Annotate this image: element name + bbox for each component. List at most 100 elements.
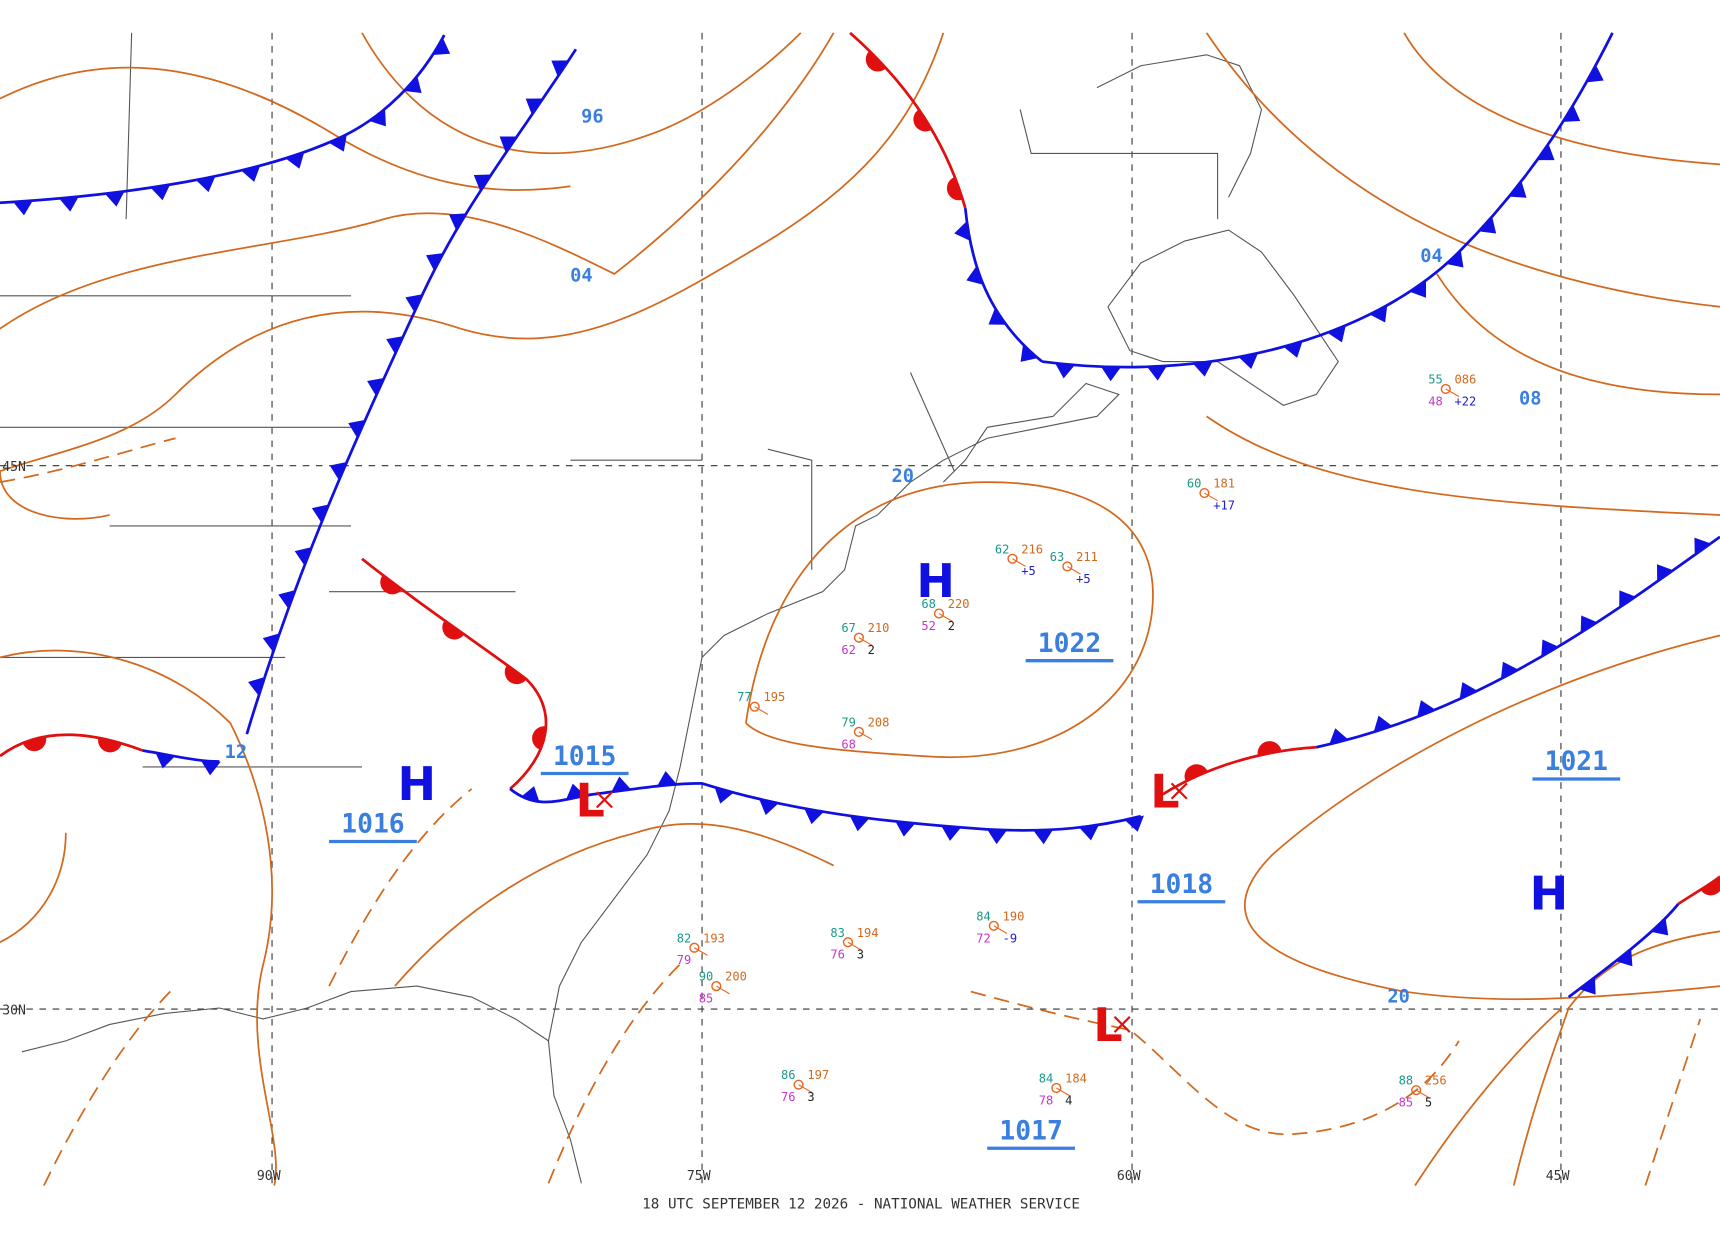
front-pip (150, 184, 171, 201)
station-circle (1051, 1082, 1062, 1094)
front-pip (442, 620, 465, 640)
front-pip (1509, 181, 1527, 198)
station-plot: 86 197 76 3 (781, 1068, 829, 1104)
front-pip (565, 783, 586, 800)
cold-front (701, 782, 1142, 832)
trough (328, 788, 473, 987)
coastline (547, 657, 703, 1184)
isobar (361, 32, 802, 154)
front-pip (13, 200, 33, 216)
cold-front (1567, 903, 1680, 999)
front-pip (504, 664, 527, 685)
front-pip (946, 176, 963, 201)
front-pip (987, 829, 1007, 845)
front-pip (380, 575, 402, 595)
front-pip (1459, 682, 1478, 700)
station-temp: 90 (699, 970, 714, 984)
station-dew: 48 (1428, 394, 1443, 408)
isobar-label: 08 (1519, 388, 1541, 409)
isobar (394, 823, 835, 987)
station-circle (842, 937, 854, 948)
station-tendency: 3 (807, 1090, 814, 1104)
station-pressure: 193 (703, 931, 725, 945)
station-circle (853, 632, 865, 643)
wind-barb (798, 1084, 813, 1093)
station-tendency: +5 (1076, 572, 1091, 586)
wind-barb (694, 947, 708, 956)
front-pip (196, 176, 216, 193)
station-dew: 85 (1399, 1096, 1414, 1110)
station-circle (1062, 561, 1073, 572)
trough (970, 990, 1460, 1136)
coastline (21, 985, 549, 1053)
station-pressure: 208 (868, 715, 890, 729)
front-pip (865, 50, 887, 72)
isobar-label: 20 (892, 466, 914, 487)
footer: 18 UTC SEPTEMBER 12 2026 - NATIONAL WEAT… (642, 1197, 1080, 1213)
isobar (0, 832, 67, 944)
coastline (1107, 229, 1339, 406)
low-cross (1170, 782, 1188, 800)
center-pressure: 1015 (553, 742, 616, 772)
wind-barb (938, 613, 953, 622)
front-pip (1537, 143, 1555, 161)
station-temp: 60 (1187, 477, 1202, 491)
front-pip (1238, 353, 1259, 370)
station-circle (793, 1079, 804, 1090)
grid-label: 90W (257, 1169, 281, 1184)
isobar (0, 32, 945, 472)
front-pip (1329, 728, 1349, 745)
front-pip (941, 825, 961, 841)
isobar-label: 20 (1387, 987, 1409, 1008)
station-pressure: 220 (948, 597, 970, 611)
front-pip (262, 633, 280, 653)
front-pip (155, 752, 175, 769)
front-pip (1373, 715, 1393, 733)
cold-front (963, 208, 1043, 363)
station-plot: 62 216 +5 (995, 542, 1043, 578)
isobar (1206, 415, 1720, 516)
front-pip (532, 726, 548, 751)
front-pip (1079, 824, 1099, 841)
front-pip (966, 266, 984, 285)
front-pip (432, 37, 451, 55)
station-pressure: 211 (1076, 550, 1098, 564)
station-pressure: 200 (725, 970, 747, 984)
front-pip (849, 815, 870, 832)
center-symbol: L (575, 773, 604, 827)
station-temp: 84 (976, 909, 991, 923)
grid-label: 30N (2, 1004, 26, 1019)
front-pip (1033, 829, 1054, 845)
station-pressure: 210 (868, 621, 890, 635)
warm-front (0, 733, 144, 758)
front-pip (294, 547, 312, 566)
front-pip (1651, 918, 1669, 936)
center-symbol: H (1530, 866, 1569, 920)
front-pip (1562, 105, 1581, 122)
front-pip (1541, 639, 1559, 657)
station-temp: 83 (830, 926, 845, 940)
station-pressure: 194 (857, 926, 879, 940)
isobar (1436, 273, 1720, 396)
station-dew: 76 (830, 948, 845, 962)
wind-barb (1445, 388, 1460, 398)
wind-barb (754, 706, 769, 715)
station-tendency: 4 (1065, 1093, 1072, 1107)
trough (0, 437, 176, 483)
station-dew: 76 (781, 1090, 796, 1104)
warm-front (1677, 875, 1720, 906)
front-pip (1369, 305, 1388, 323)
front-pip (328, 134, 347, 152)
station-pressure: 256 (1425, 1074, 1447, 1088)
front-pip (241, 165, 261, 182)
front-pip (473, 174, 492, 192)
station-tendency: +5 (1021, 564, 1036, 578)
front-pip (367, 377, 385, 396)
isobar-label: 04 (570, 266, 592, 287)
front-pip (1147, 365, 1167, 381)
front-pip (1101, 366, 1121, 382)
front-pip (499, 136, 517, 153)
front-pip (1055, 363, 1075, 379)
